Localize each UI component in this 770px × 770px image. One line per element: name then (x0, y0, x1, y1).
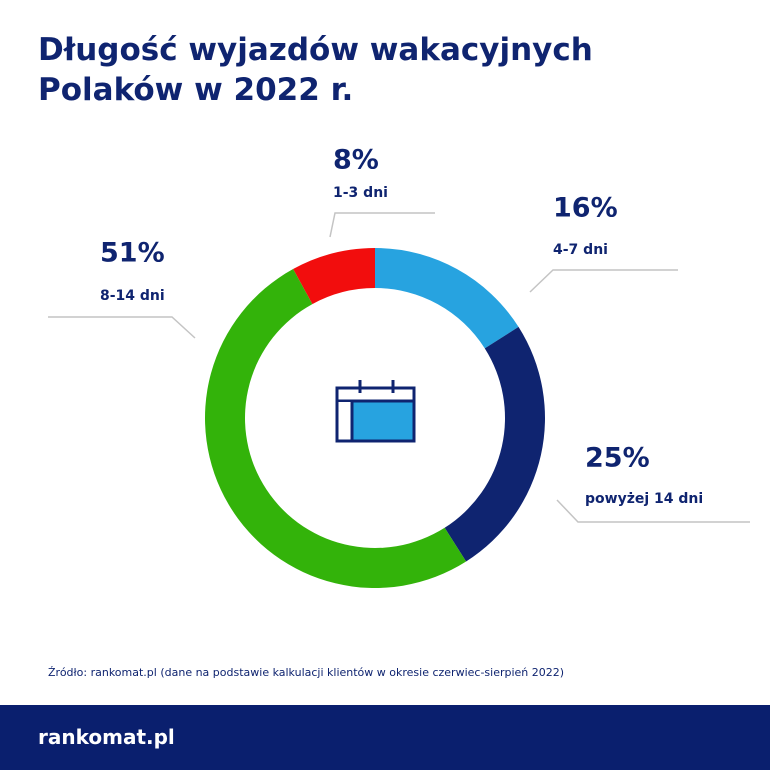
chart-title: Długość wyjazdów wakacyjnych Polaków w 2… (38, 32, 593, 108)
category-label: 8-14 dni (100, 288, 165, 304)
source-note: Źródło: rankomat.pl (dane na podstawie k… (48, 666, 565, 679)
leader-line (556, 499, 750, 523)
leader-line (529, 269, 678, 293)
footer: rankomat.pl (0, 705, 770, 770)
data-label: 25% (585, 443, 650, 474)
calendar-icon (335, 380, 416, 443)
category-label: powyżej 14 dni (585, 491, 703, 507)
category-label: 4-7 dni (553, 242, 608, 258)
data-label: 51% (100, 238, 165, 269)
chart: 8% 1-3 dni 16% 4-7 dni 25% powyżej 14 dni 51% 8… (48, 145, 750, 588)
donut-segment (293, 248, 375, 305)
donut-segment (444, 326, 546, 562)
category-label: 1-3 dni (333, 185, 388, 201)
donut-segment (375, 248, 519, 349)
donut-segment (205, 269, 467, 588)
data-label: 16% (553, 193, 618, 224)
leader-line (329, 212, 435, 238)
logo: rankomat.pl (38, 725, 175, 749)
leader-line (48, 316, 196, 339)
data-label: 8% (333, 145, 379, 176)
